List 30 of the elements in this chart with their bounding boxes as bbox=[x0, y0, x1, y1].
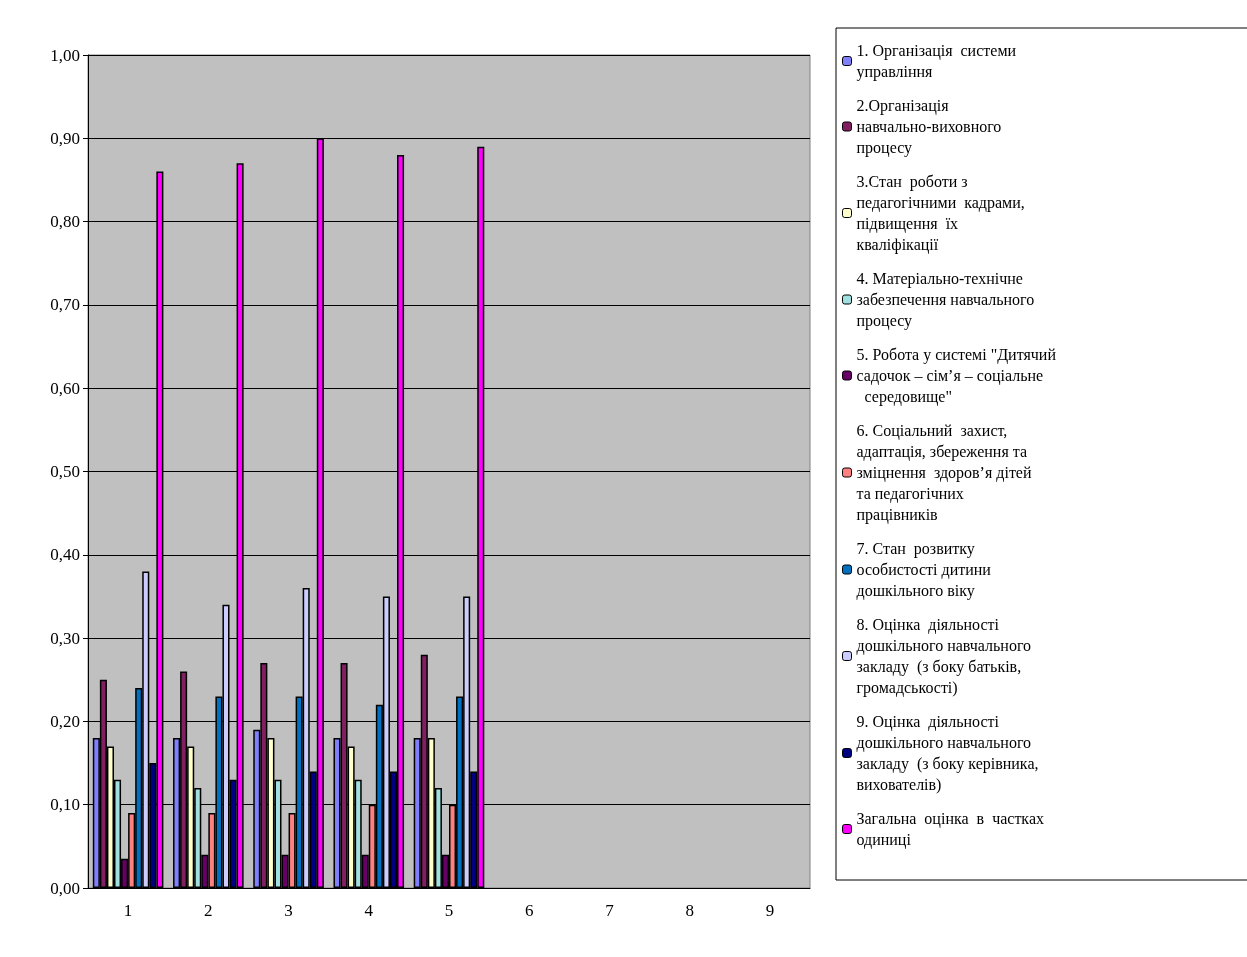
y-tick-label: 0,40 bbox=[50, 545, 80, 565]
x-tick-label: 6 bbox=[524, 901, 534, 920]
legend-label: 6. Соціальний захист, адаптація, збереження та зміцнення здоров’я дітей та педагогічних працівників bbox=[856, 422, 1036, 524]
legend-label: 9. Оцінка діяльності дошкільного навчального закладу (з боку керівника, вихователів) bbox=[856, 713, 1043, 794]
y-tick-label: 0,10 bbox=[50, 795, 80, 815]
y-tick-label: 0,20 bbox=[50, 711, 80, 731]
y-tick-label: 1,00 bbox=[50, 45, 80, 65]
x-tick-label: 1 bbox=[123, 901, 133, 920]
legend-label: Загальна оцінка в частках одиниці bbox=[856, 810, 1052, 849]
x-tick-label: 4 bbox=[364, 901, 374, 920]
y-tick-label: 0,90 bbox=[50, 128, 80, 148]
legend-label: 1. Організація системи управління bbox=[856, 42, 1021, 81]
y-tick-label: 0,70 bbox=[50, 295, 80, 315]
legend-label: 2.Організація навчально-виховного процесу bbox=[856, 97, 1006, 157]
legend-label: 3.Стан роботи з педагогічними кадрами, підвищення їх кваліфікації bbox=[856, 173, 1029, 254]
x-tick-label: 9 bbox=[765, 901, 775, 920]
x-tick-label: 8 bbox=[685, 901, 694, 920]
y-tick-label: 0,30 bbox=[50, 628, 80, 648]
y-tick-label: 0,60 bbox=[50, 378, 80, 398]
legend-label: 5. Робота у системі "Дитячий садочок – сім’я – соціальне середовище" bbox=[856, 346, 1064, 406]
legend-label: 4. Матеріально-технічне забезпечення навчального процесу bbox=[856, 270, 1043, 330]
y-tick-label: 0,50 bbox=[50, 462, 80, 481]
legend-label: 8. Оцінка діяльності дошкільного навчального закладу (з боку батьків, громадськості) bbox=[856, 616, 1040, 697]
x-tick-label: 5 bbox=[444, 901, 454, 920]
x-tick-label: 3 bbox=[284, 901, 293, 920]
x-tick-label: 2 bbox=[204, 901, 213, 920]
legend-label: 7. Стан розвитку особистості дитини дошкільного віку bbox=[856, 540, 995, 600]
y-tick-label: 0,00 bbox=[50, 878, 80, 898]
x-tick-label: 7 bbox=[605, 901, 615, 920]
y-tick-label: 0,80 bbox=[50, 212, 80, 232]
